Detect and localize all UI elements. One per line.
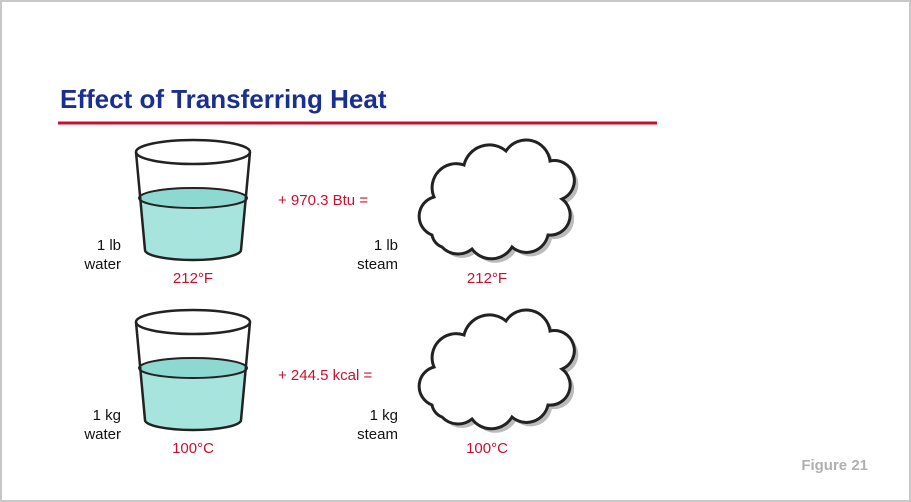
water-label: water <box>83 426 121 443</box>
figure-label: Figure 21 <box>801 457 868 474</box>
water-surface <box>139 358 247 378</box>
steam-label: steam <box>357 256 398 273</box>
slide: Effect of Transferring Heat Figure 21 1 … <box>0 0 911 502</box>
water-label: water <box>83 256 121 273</box>
water-label: 1 lb <box>97 237 121 254</box>
steam-label: 1 kg <box>370 407 398 424</box>
steam-label: steam <box>357 426 398 443</box>
steam-temp: 212°F <box>467 270 507 287</box>
water-label: 1 kg <box>93 407 121 424</box>
water-temp: 212°F <box>173 270 213 287</box>
steam-label: 1 lb <box>374 237 398 254</box>
water-temp: 100°C <box>172 440 214 457</box>
heat-added: + 244.5 kcal = <box>278 367 372 384</box>
heat-added: + 970.3 Btu = <box>278 192 368 209</box>
steam-temp: 100°C <box>466 440 508 457</box>
water-surface <box>139 188 247 208</box>
slide-title: Effect of Transferring Heat <box>60 84 387 114</box>
